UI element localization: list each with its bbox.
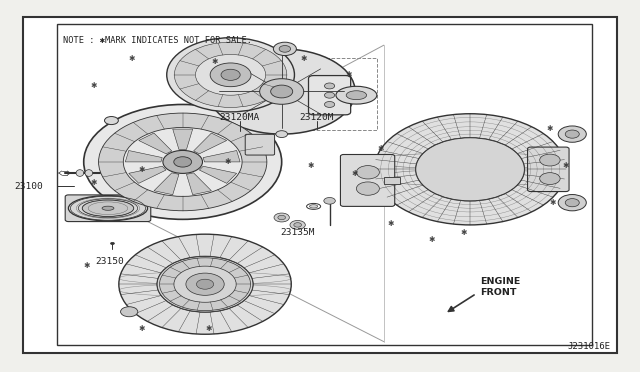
Text: ✱: ✱ xyxy=(378,144,384,153)
Wedge shape xyxy=(174,42,287,108)
Circle shape xyxy=(274,213,289,222)
FancyBboxPatch shape xyxy=(308,76,351,115)
Text: ✱: ✱ xyxy=(387,219,394,228)
Text: ✱: ✱ xyxy=(224,157,230,166)
Text: ✱: ✱ xyxy=(90,178,97,187)
Text: NOTE : ✱MARK INDICATES NOT FOR SALE.: NOTE : ✱MARK INDICATES NOT FOR SALE. xyxy=(63,36,252,45)
Circle shape xyxy=(324,83,335,89)
Text: ✱: ✱ xyxy=(301,54,307,62)
Polygon shape xyxy=(173,129,193,150)
Circle shape xyxy=(356,166,380,179)
Circle shape xyxy=(279,45,291,52)
Text: 23120MA: 23120MA xyxy=(219,113,259,122)
Wedge shape xyxy=(374,114,566,225)
Text: ✱: ✱ xyxy=(352,169,358,177)
Circle shape xyxy=(174,157,191,167)
Polygon shape xyxy=(125,151,162,162)
Ellipse shape xyxy=(76,170,84,176)
Text: ✱: ✱ xyxy=(138,324,145,333)
Text: ✱: ✱ xyxy=(90,81,97,90)
Text: ✱: ✱ xyxy=(211,57,218,66)
Circle shape xyxy=(324,92,335,98)
Circle shape xyxy=(294,223,301,227)
Text: J231016E: J231016E xyxy=(568,342,611,351)
Ellipse shape xyxy=(83,200,134,217)
Circle shape xyxy=(276,131,287,138)
Circle shape xyxy=(111,242,115,244)
Circle shape xyxy=(208,49,355,134)
Text: ✱: ✱ xyxy=(129,54,135,62)
Circle shape xyxy=(278,215,285,220)
Circle shape xyxy=(290,221,305,230)
Ellipse shape xyxy=(85,170,93,176)
Text: ✱: ✱ xyxy=(138,165,145,174)
Wedge shape xyxy=(119,234,291,334)
Polygon shape xyxy=(154,173,179,195)
Circle shape xyxy=(558,195,586,211)
Circle shape xyxy=(565,199,579,207)
Circle shape xyxy=(210,63,251,87)
Circle shape xyxy=(221,69,240,80)
Circle shape xyxy=(324,102,335,108)
Bar xyxy=(384,177,400,184)
Polygon shape xyxy=(193,133,227,154)
Ellipse shape xyxy=(310,205,318,208)
Circle shape xyxy=(163,150,202,173)
Text: ✱: ✱ xyxy=(84,261,90,270)
Ellipse shape xyxy=(68,196,148,221)
Circle shape xyxy=(324,198,335,204)
Ellipse shape xyxy=(346,91,367,100)
Circle shape xyxy=(84,105,282,219)
Circle shape xyxy=(260,79,304,104)
Text: 23150: 23150 xyxy=(95,257,124,266)
Circle shape xyxy=(157,256,253,312)
Circle shape xyxy=(558,126,586,142)
Circle shape xyxy=(104,116,118,125)
Circle shape xyxy=(540,173,560,185)
Circle shape xyxy=(271,85,292,98)
Text: 23120M: 23120M xyxy=(300,113,334,122)
FancyBboxPatch shape xyxy=(65,195,151,222)
Text: ENGINE
FRONT: ENGINE FRONT xyxy=(479,277,520,297)
Text: ✱: ✱ xyxy=(547,124,553,133)
Ellipse shape xyxy=(336,86,377,104)
Circle shape xyxy=(167,38,294,112)
Polygon shape xyxy=(203,151,240,162)
Text: ✱: ✱ xyxy=(205,324,211,333)
Circle shape xyxy=(356,182,380,195)
Circle shape xyxy=(186,273,224,295)
Ellipse shape xyxy=(102,206,114,210)
Text: 23135M: 23135M xyxy=(280,228,315,237)
Text: ✱: ✱ xyxy=(550,198,556,207)
Bar xyxy=(57,24,592,344)
Circle shape xyxy=(196,279,214,289)
Circle shape xyxy=(565,130,579,138)
Bar xyxy=(208,58,378,131)
Wedge shape xyxy=(159,258,250,311)
Circle shape xyxy=(540,154,560,166)
FancyBboxPatch shape xyxy=(245,134,275,155)
Text: ✱: ✱ xyxy=(429,235,435,244)
Text: ✱: ✱ xyxy=(346,70,352,79)
FancyBboxPatch shape xyxy=(527,147,569,192)
Circle shape xyxy=(273,42,296,55)
Polygon shape xyxy=(186,173,211,195)
Text: ✱: ✱ xyxy=(563,161,569,170)
Polygon shape xyxy=(200,166,237,183)
Text: ✱: ✱ xyxy=(307,161,314,170)
Text: ✱: ✱ xyxy=(461,228,467,237)
Text: 23100: 23100 xyxy=(15,182,44,190)
Circle shape xyxy=(120,307,138,317)
Wedge shape xyxy=(99,113,267,211)
Circle shape xyxy=(416,138,524,201)
Polygon shape xyxy=(129,166,166,183)
FancyBboxPatch shape xyxy=(340,154,395,206)
Polygon shape xyxy=(139,133,172,154)
